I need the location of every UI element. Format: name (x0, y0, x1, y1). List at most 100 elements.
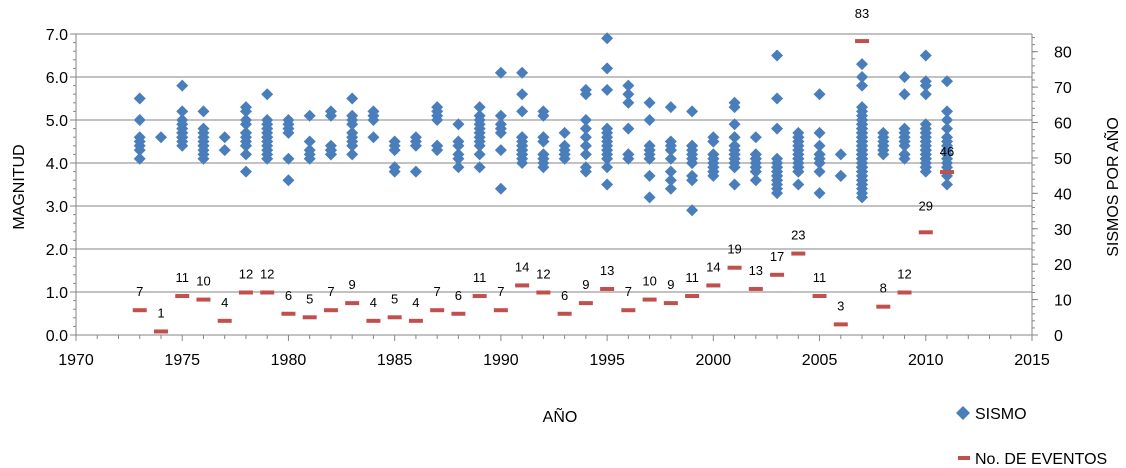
eventos-data-label: 7 (327, 284, 334, 299)
sismo-point (601, 122, 614, 135)
sismo-point (367, 114, 380, 126)
sismo-point (473, 135, 486, 148)
sismo-point (771, 92, 784, 105)
y2-tick-label: 20 (1054, 257, 1072, 274)
sismo-point (643, 169, 656, 182)
sismo-point (919, 157, 932, 169)
sismo-point (558, 126, 571, 139)
y2-tick-label: 50 (1054, 151, 1072, 168)
sismo-point (898, 122, 911, 135)
sismo-point (516, 144, 529, 157)
sismo-point (537, 131, 550, 144)
sismo-point (601, 62, 614, 75)
sismo-point (877, 139, 890, 152)
sismo-point (749, 131, 762, 144)
sismo-point (792, 178, 805, 191)
sismo-point (771, 157, 784, 169)
eventos-data-label: 13 (600, 263, 614, 278)
sismo-point (473, 109, 486, 122)
sismo-point (282, 114, 295, 126)
sismo-point (919, 88, 932, 101)
eventos-point (217, 318, 232, 323)
y2-tick-label: 0 (1054, 328, 1063, 345)
sismo-point (346, 109, 359, 122)
sismo-point (367, 131, 380, 144)
sismo-point (664, 182, 677, 195)
sismo-point (303, 148, 316, 161)
sismo-point (601, 161, 614, 174)
eventos-data-label: 4 (412, 295, 419, 310)
sismo-point (601, 32, 614, 45)
eventos-point (281, 311, 296, 316)
sismo-point (601, 178, 614, 191)
sismo-point (941, 144, 954, 157)
sismo-point (579, 139, 592, 152)
sismo-point (494, 66, 507, 79)
sismo-point (601, 144, 614, 157)
sismo-point (218, 131, 231, 144)
eventos-data-label: 1 (157, 305, 164, 320)
eventos-data-label: 6 (285, 288, 292, 303)
sismo-point (452, 148, 465, 161)
axes (75, 34, 1033, 336)
sismo-point (494, 109, 507, 122)
sismo-point (516, 105, 529, 118)
sismo-point (452, 161, 465, 174)
sismo-point (749, 161, 762, 174)
x-tick-label: 1975 (164, 352, 200, 369)
sismo-point (622, 96, 635, 109)
sismo-point (941, 105, 954, 118)
sismo-point (941, 135, 954, 148)
sismo-point (856, 71, 869, 83)
sismo-point (579, 122, 592, 135)
sismo-point (133, 114, 146, 126)
eventos-point (366, 318, 381, 323)
eventos-point (578, 301, 593, 306)
eventos-data-label: 4 (221, 295, 228, 310)
eventos-point (876, 304, 891, 309)
eventos-point (408, 318, 423, 323)
eventos-data-label: 83 (855, 6, 869, 21)
legend-sismo-label: SISMO (975, 406, 1027, 423)
sismo-point (941, 114, 954, 126)
eventos-point (472, 294, 487, 299)
x-axis-title: AÑO (543, 406, 578, 426)
sismo-point (728, 157, 741, 169)
sismo-point (919, 144, 932, 157)
sismo-point (749, 174, 762, 187)
sismo-point (346, 148, 359, 161)
sismo-point (282, 174, 295, 187)
sismo-point (601, 83, 614, 96)
sismo-point (643, 148, 656, 161)
eventos-data-label: 11 (473, 270, 487, 285)
sismo-point (494, 144, 507, 157)
legend-eventos-label: No. DE EVENTOS (975, 451, 1107, 468)
sismo-point (133, 131, 146, 144)
sismo-point (239, 114, 252, 126)
sismo-point (643, 191, 656, 204)
sismo-point (239, 101, 252, 114)
sismo-point (813, 148, 826, 161)
sismo-point (133, 152, 146, 165)
eventos-data-label: 29 (919, 198, 933, 213)
sismo-point (919, 118, 932, 131)
sismo-point (197, 105, 210, 118)
sismo-point (919, 75, 932, 88)
sismo-point (941, 122, 954, 135)
eventos-point (791, 251, 806, 256)
sismo-point (346, 135, 359, 148)
sismo-point (813, 88, 826, 101)
eventos-data-label: 4 (370, 295, 377, 310)
eventos-data-label: 7 (625, 284, 632, 299)
sismo-point (261, 114, 274, 126)
y-tick-label: 7.0 (46, 27, 68, 44)
sismo-point (388, 161, 401, 174)
sismo-point (643, 96, 656, 109)
sismo-point (176, 126, 189, 139)
eventos-data-label: 12 (536, 267, 550, 282)
y-tick-label: 1.0 (46, 285, 68, 302)
sismo-point (537, 105, 550, 118)
sismo-point (728, 96, 741, 109)
eventos-point (748, 286, 763, 291)
sismo-point (856, 101, 869, 114)
